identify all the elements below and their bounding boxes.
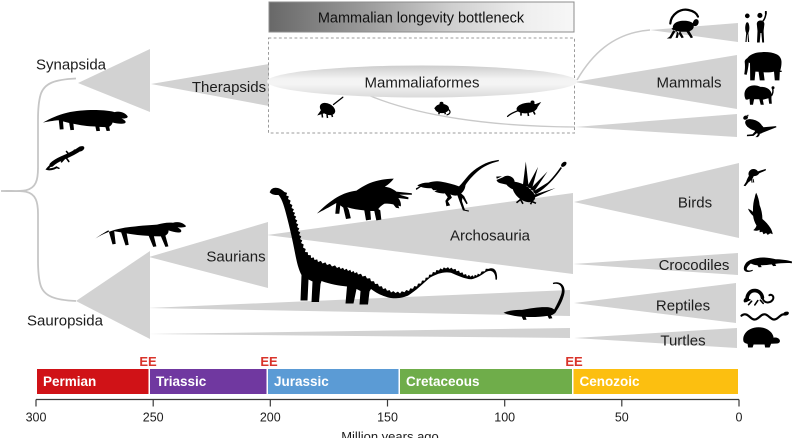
svg-text:EE: EE: [139, 354, 157, 369]
svg-text:EE: EE: [260, 354, 278, 369]
svg-text:Mammaliaformes: Mammaliaformes: [364, 75, 479, 92]
svg-text:Archosauria: Archosauria: [450, 228, 531, 245]
svg-text:Turtles: Turtles: [660, 333, 705, 350]
svg-text:Therapsids: Therapsids: [192, 79, 266, 96]
svg-text:Mammalian longevity bottleneck: Mammalian longevity bottleneck: [318, 11, 525, 27]
svg-text:100: 100: [494, 411, 515, 425]
svg-text:Cretaceous: Cretaceous: [406, 374, 480, 389]
svg-text:200: 200: [260, 411, 281, 425]
svg-text:Mammals: Mammals: [656, 75, 721, 92]
svg-text:250: 250: [143, 411, 164, 425]
svg-text:Million years ago: Million years ago: [341, 429, 439, 438]
svg-text:Synapsida: Synapsida: [36, 57, 107, 74]
svg-text:50: 50: [615, 411, 629, 425]
svg-text:Reptiles: Reptiles: [656, 298, 710, 315]
svg-text:Jurassic: Jurassic: [274, 374, 329, 389]
svg-text:Crocodiles: Crocodiles: [659, 257, 730, 274]
svg-text:EE: EE: [565, 354, 583, 369]
svg-text:Birds: Birds: [678, 195, 712, 212]
svg-text:150: 150: [377, 411, 398, 425]
svg-text:Saurians: Saurians: [206, 249, 265, 266]
svg-text:300: 300: [26, 411, 47, 425]
svg-text:Triassic: Triassic: [156, 374, 207, 389]
svg-text:Cenozoic: Cenozoic: [580, 374, 640, 389]
svg-text:Sauropsida: Sauropsida: [27, 313, 104, 330]
svg-text:Permian: Permian: [43, 374, 96, 389]
svg-text:0: 0: [736, 411, 743, 425]
